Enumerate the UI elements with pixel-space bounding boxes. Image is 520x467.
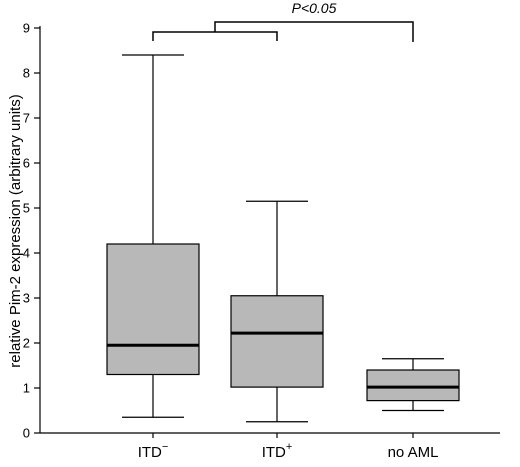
y-tick-label: 6: [23, 156, 30, 171]
x-tick-label: no AML: [388, 444, 439, 461]
x-tick-label: ITD−: [138, 441, 169, 461]
significance-label: P<0.05: [292, 0, 337, 16]
outer-bracket: [214, 21, 414, 42]
y-tick-label: 0: [23, 426, 30, 441]
y-axis-title: relative Pim-2 expression (arbitrary uni…: [7, 94, 24, 367]
y-tick-label: 2: [23, 336, 30, 351]
boxes-group: [106, 54, 460, 423]
box-3: [366, 358, 460, 412]
y-tick-label: 1: [23, 381, 30, 396]
y-tick-label: 9: [23, 21, 30, 36]
y-tick-label: 7: [23, 111, 30, 126]
iqr-box: [366, 369, 460, 402]
significance-bracket: P<0.05: [152, 0, 414, 42]
iqr-box: [106, 243, 200, 376]
y-axis: 0 1 2 3 4 5 6 7 8 9: [23, 21, 41, 441]
inner-bracket: [152, 31, 278, 41]
y-tick-label: 4: [23, 246, 30, 261]
y-tick-label: 5: [23, 201, 30, 216]
y-tick-label: 8: [23, 66, 30, 81]
x-axis: ITD− ITD+ no AML: [40, 432, 500, 461]
box-2: [230, 200, 324, 423]
y-tick-label: 3: [23, 291, 30, 306]
x-tick-label: ITD+: [262, 441, 293, 461]
box-1: [106, 54, 200, 418]
iqr-box: [230, 295, 324, 388]
